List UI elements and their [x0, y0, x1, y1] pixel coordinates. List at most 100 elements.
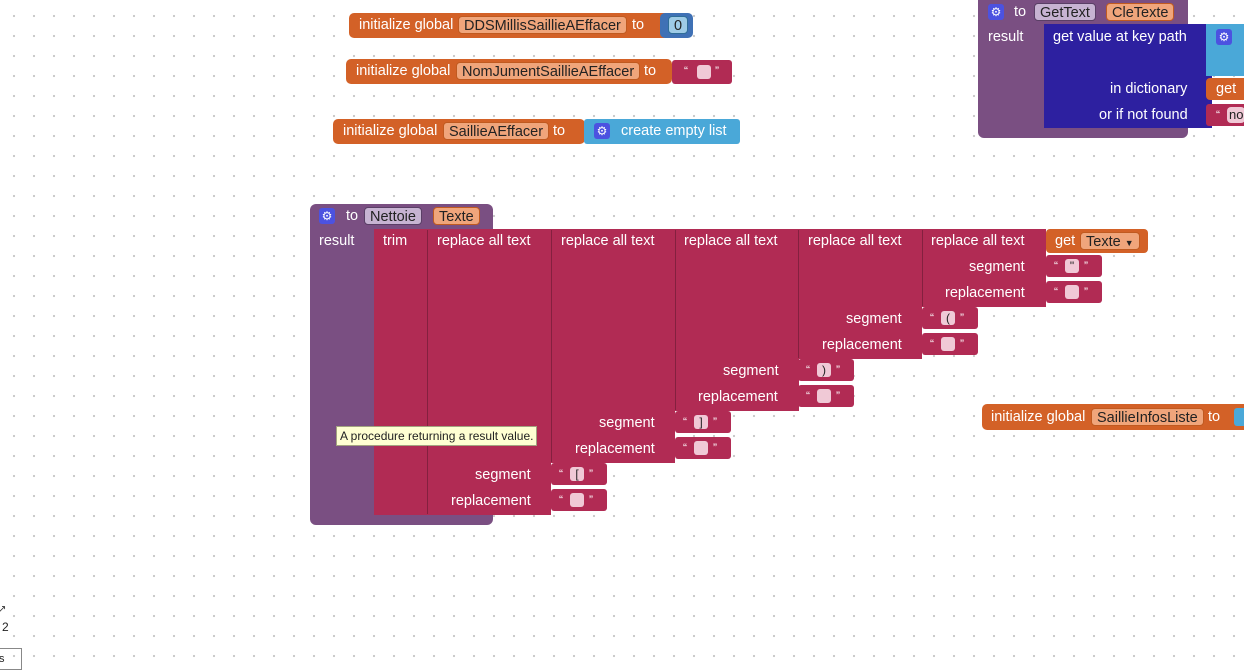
to-label: to [632, 17, 645, 33]
create-empty-list-block[interactable]: ⚙ create empty list [584, 119, 740, 144]
to-label: to [346, 208, 359, 224]
replacement-string-block[interactable]: “ ” [922, 333, 978, 355]
open-quote-icon: “ [683, 415, 687, 429]
corner-box[interactable]: s [0, 648, 22, 670]
replace-all-text-block-2[interactable]: replace all text segment replacement [551, 229, 675, 463]
replacement-label: replacement [945, 285, 1025, 301]
get-label: get [1216, 81, 1237, 97]
close-quote-icon: ” [713, 441, 717, 455]
replace-all-label: replace all text [931, 233, 1025, 249]
replace-all-label: replace all text [561, 233, 655, 249]
replace-all-text-block-1[interactable]: replace all text segment replacement [427, 229, 551, 515]
in-dictionary-label: in dictionary [1110, 81, 1188, 97]
get-dictionary-block[interactable]: get [1206, 78, 1244, 100]
procedure-name-field[interactable]: Nettoie [364, 207, 422, 225]
init-global-label: initialize global [359, 17, 454, 33]
variable-name-field[interactable]: DDSMillisSaillieAEffacer [458, 16, 627, 34]
close-quote-icon: ” [713, 415, 717, 429]
replace-all-text-block-5[interactable]: replace all text segment replacement [922, 229, 1046, 307]
replacement-string-block[interactable]: “ ” [551, 489, 607, 511]
segment-string-block[interactable]: “ [ ” [551, 463, 607, 485]
string-field[interactable] [694, 441, 708, 455]
segment-string-block[interactable]: “ ] ” [675, 411, 731, 433]
close-quote-icon: ” [960, 337, 964, 351]
close-quote-icon: ” [960, 311, 964, 325]
replacement-string-block[interactable]: “ ” [798, 385, 854, 407]
replace-all-label: replace all text [437, 233, 531, 249]
string-field[interactable] [941, 337, 955, 351]
empty-string-block[interactable]: “ ” [672, 60, 732, 84]
segment-string-block[interactable]: “ ( ” [922, 307, 978, 329]
init-global-saillieinfos[interactable]: initialize global SaillieInfosListe to [982, 404, 1244, 430]
string-field[interactable] [697, 65, 711, 79]
to-label: to [1208, 409, 1221, 425]
close-quote-icon: ” [1084, 259, 1088, 273]
replacement-label: replacement [822, 337, 902, 353]
corner-arrow-icon: ↗ [0, 604, 7, 615]
open-quote-icon: “ [1054, 285, 1058, 299]
replace-all-label: replace all text [808, 233, 902, 249]
replacement-label: replacement [698, 389, 778, 405]
number-block[interactable]: 0 [660, 13, 693, 38]
get-variable-block[interactable]: get Texte ▼ [1046, 229, 1148, 253]
close-quote-icon: ” [715, 64, 719, 78]
replacement-label: replacement [451, 493, 531, 509]
or-if-not-found-label: or if not found [1099, 107, 1188, 123]
block-divider [427, 230, 428, 514]
replace-all-text-block-3[interactable]: replace all text segment replacement [675, 229, 799, 411]
result-label: result [988, 29, 1024, 45]
key-path-list-block[interactable]: ⚙ [1206, 24, 1244, 76]
block-divider [675, 230, 676, 410]
close-quote-icon: ” [1084, 285, 1088, 299]
variable-name-field[interactable]: SaillieInfosListe [1091, 408, 1204, 426]
variable-dropdown[interactable]: Texte ▼ [1080, 232, 1140, 250]
open-quote-icon: “ [806, 363, 810, 377]
segment-label: segment [969, 259, 1025, 275]
string-field[interactable]: " [1065, 259, 1079, 273]
open-quote-icon: “ [1054, 259, 1058, 273]
gear-icon[interactable]: ⚙ [1216, 29, 1232, 45]
string-field[interactable]: ] [694, 415, 708, 429]
open-quote-icon: “ [806, 389, 810, 403]
corner-label: s [0, 653, 5, 665]
not-found-string-block[interactable]: “ no [1206, 104, 1244, 126]
variable-name-field[interactable]: SaillieAEffacer [443, 122, 550, 140]
close-quote-icon: ” [836, 389, 840, 403]
string-field[interactable]: no [1227, 107, 1244, 123]
parameter-field[interactable]: Texte [433, 207, 480, 225]
gear-icon[interactable]: ⚙ [594, 123, 610, 139]
string-field[interactable]: ) [817, 363, 831, 377]
string-field[interactable]: ( [941, 311, 955, 325]
replacement-string-block[interactable]: “ ” [1046, 281, 1102, 303]
open-quote-icon: “ [1216, 108, 1220, 122]
get-value-at-key-path-block[interactable]: get value at key path in dictionary or i… [1044, 24, 1212, 128]
init-global-nomjument[interactable]: initialize global NomJumentSaillieAEffac… [346, 59, 672, 84]
init-global-saillie[interactable]: initialize global SaillieAEffacer to [333, 119, 585, 144]
variable-name: Texte [1086, 234, 1121, 250]
string-field[interactable] [570, 493, 584, 507]
segment-label: segment [475, 467, 531, 483]
block-divider [551, 230, 552, 462]
segment-string-block[interactable]: “ " ” [1046, 255, 1102, 277]
create-empty-list-label: create empty list [621, 123, 727, 139]
replace-all-text-block-4[interactable]: replace all text segment replacement [798, 229, 922, 359]
parameter-field[interactable]: CleTexte [1106, 3, 1175, 21]
to-label: to [644, 63, 657, 79]
procedure-name-field[interactable]: GetText [1034, 3, 1096, 21]
string-field[interactable] [1065, 285, 1079, 299]
variable-name-field[interactable]: NomJumentSaillieAEffacer [456, 62, 641, 80]
segment-string-block[interactable]: “ ) ” [798, 359, 854, 381]
replacement-string-block[interactable]: “ ” [675, 437, 731, 459]
gear-icon[interactable]: ⚙ [988, 4, 1004, 20]
string-field[interactable]: [ [570, 467, 584, 481]
trim-block[interactable]: trim [374, 229, 428, 515]
gear-icon[interactable]: ⚙ [319, 208, 335, 224]
segment-label: segment [846, 311, 902, 327]
init-global-ddsmillis[interactable]: initialize global DDSMillisSaillieAEffac… [349, 13, 669, 38]
string-field[interactable] [817, 389, 831, 403]
corner-digit: 2 [2, 620, 9, 634]
number-field[interactable]: 0 [668, 16, 689, 34]
workspace-corner-widget[interactable]: ↗ 2 s [0, 604, 24, 670]
open-quote-icon: “ [559, 493, 563, 507]
replacement-label: replacement [575, 441, 655, 457]
